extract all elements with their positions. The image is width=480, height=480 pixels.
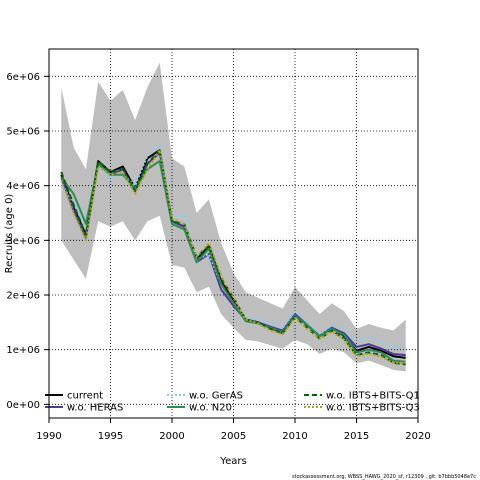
footnote: stockassessment.org, WBSS_HAWG_2020_sf, … bbox=[292, 474, 476, 480]
x-tick-label-5: 2015 bbox=[344, 431, 369, 442]
legend-label-2: w.o. GerAS bbox=[189, 391, 243, 402]
series-line-3 bbox=[60, 160, 406, 363]
confidence-band bbox=[61, 62, 406, 372]
y-tick-label-4: 4e+06 bbox=[6, 181, 40, 192]
x-axis-title: Years bbox=[219, 456, 246, 467]
series-line-5 bbox=[60, 149, 406, 364]
confidence-band-layer bbox=[61, 62, 406, 372]
x-tick-label-0: 1990 bbox=[36, 431, 61, 442]
x-axis: 1990 1995 2000 2005 2010 2015 2020 bbox=[36, 418, 431, 442]
legend-label-0: current bbox=[67, 391, 103, 402]
y-tick-label-1: 1e+06 bbox=[6, 345, 40, 356]
x-tick-label-2: 2000 bbox=[159, 431, 184, 442]
x-tick-label-3: 2005 bbox=[221, 431, 246, 442]
legend-label-3: w.o. N20 bbox=[189, 403, 232, 414]
y-axis: 0e+00 1e+06 2e+06 3e+06 4e+06 5e+06 6e+06 bbox=[6, 72, 49, 411]
y-tick-label-0: 0e+00 bbox=[6, 400, 40, 411]
y-tick-label-5: 5e+06 bbox=[6, 127, 40, 138]
series-line-1 bbox=[60, 151, 406, 357]
y-tick-label-6: 6e+06 bbox=[6, 72, 40, 83]
x-tick-label-4: 2010 bbox=[282, 431, 307, 442]
x-tick-label-6: 2020 bbox=[405, 431, 430, 442]
y-tick-label-2: 2e+06 bbox=[6, 291, 40, 302]
y-axis-title: Recruits (age 0) bbox=[4, 194, 15, 274]
series-line-4 bbox=[60, 149, 406, 366]
legend-label-4: w.o. IBTS+BITS-Q1 bbox=[326, 391, 420, 402]
series-layer bbox=[60, 143, 406, 366]
x-tick-label-1: 1995 bbox=[98, 431, 123, 442]
legend-label-1: w.o. HERAS bbox=[67, 403, 123, 414]
legend-label-5: w.o. IBTS+BITS-Q3 bbox=[326, 403, 420, 414]
y-tick-label-3: 3e+06 bbox=[6, 236, 40, 247]
